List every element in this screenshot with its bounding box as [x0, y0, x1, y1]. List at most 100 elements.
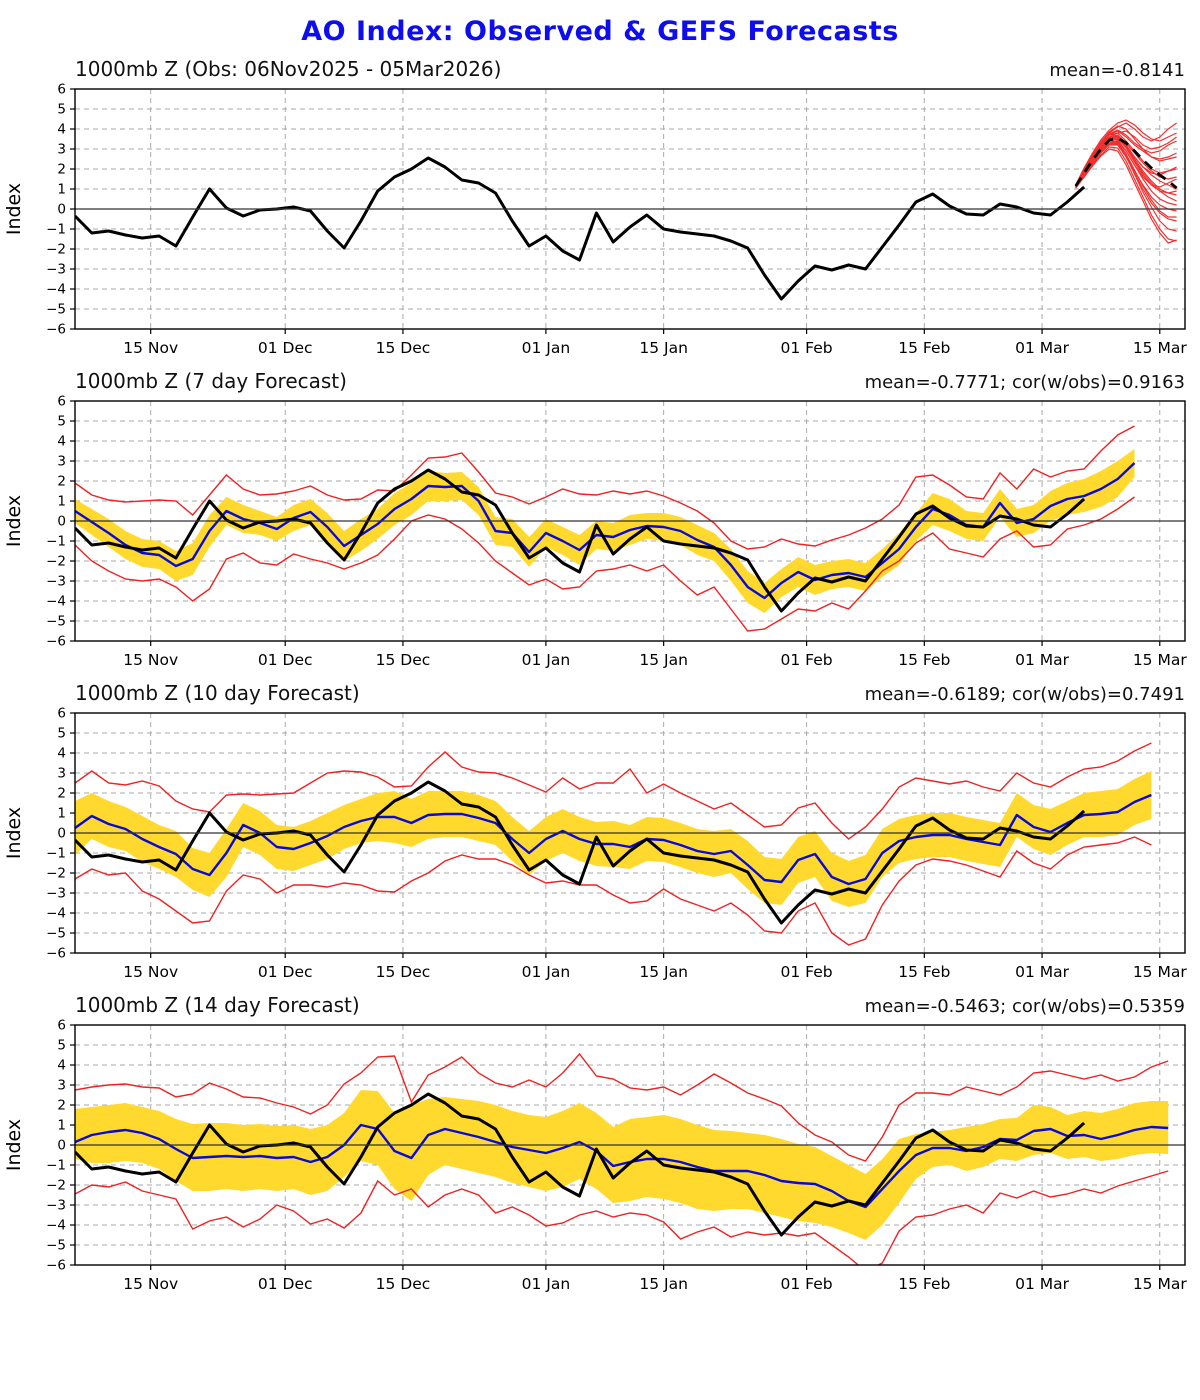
x-tick-label: 01 Mar — [1015, 1275, 1070, 1293]
x-tick-labels: 15 Nov 01 Dec 15 Dec 01 Jan 15 Jan 01 Feb 15 F… — [123, 963, 1187, 981]
x-tick-label: 01 Dec — [258, 339, 313, 357]
y-tick-label: 6 — [57, 1018, 66, 1034]
x-tick-label: 15 Nov — [123, 1275, 178, 1293]
y-tick-label: 2 — [57, 474, 66, 490]
panel-14day-header: 1000mb Z (14 day Forecast) mean=-0.5463;… — [75, 993, 1185, 1017]
x-tick-label: 15 Feb — [898, 651, 950, 669]
14day-forecast-plot: 6 5 4 3 2 1 0 −1 −2 −3 −4 −5 −6 15 Nov 01 Dec 15 Dec 01 … — [3, 1018, 1187, 1294]
y-tick-label: 2 — [57, 1098, 66, 1114]
x-tick-labels: 15 Nov 01 Dec 15 Dec 01 Jan 15 Jan 01 Feb 15 F… — [123, 651, 1187, 669]
y-tick-label: 3 — [57, 1078, 66, 1094]
y-tick-label: −2 — [46, 866, 66, 882]
y-tick-label: −1 — [46, 222, 66, 238]
x-tick-label: 15 Jan — [639, 963, 688, 981]
x-tick-label: 01 Jan — [522, 339, 571, 357]
x-tick-label: 15 Mar — [1133, 651, 1188, 669]
x-tick-label: 01 Feb — [781, 651, 833, 669]
y-tick-label: 5 — [57, 414, 66, 430]
plot-area — [75, 119, 1178, 301]
y-tick-label: −5 — [46, 614, 66, 630]
panel-14day-title: 1000mb Z (14 day Forecast) — [75, 993, 360, 1017]
x-tick-label: 15 Dec — [376, 963, 431, 981]
page-title: AO Index: Observed & GEFS Forecasts — [301, 16, 899, 47]
y-tick-label: −2 — [46, 242, 66, 258]
y-tick-label: 0 — [57, 826, 66, 842]
y-tick-label: 5 — [57, 102, 66, 118]
y-tick-label: 3 — [57, 142, 66, 158]
y-tick-label: 0 — [57, 1138, 66, 1154]
y-axis-label: Index — [3, 183, 25, 235]
envelope-max-line — [75, 742, 1152, 840]
y-tick-label: −3 — [46, 1198, 66, 1214]
y-tick-label: 6 — [57, 394, 66, 410]
y-tick-label: 4 — [57, 746, 66, 762]
x-tick-label: 01 Jan — [522, 651, 571, 669]
envelope-min-line — [75, 836, 1152, 946]
y-tick-label: −1 — [46, 846, 66, 862]
x-tick-label: 01 Jan — [522, 963, 571, 981]
forecast-member-line — [1075, 140, 1177, 188]
y-tick-label: 1 — [57, 1118, 66, 1134]
x-tick-label: 15 Mar — [1133, 963, 1188, 981]
y-tick-label: −2 — [46, 1178, 66, 1194]
plot-area — [75, 742, 1152, 946]
y-tick-label: 5 — [57, 726, 66, 742]
y-axis-label: Index — [3, 1119, 25, 1171]
forecast-member-line — [1075, 146, 1177, 242]
y-tick-label: −1 — [46, 534, 66, 550]
y-tick-label: −3 — [46, 574, 66, 590]
tick-marks — [70, 88, 1161, 334]
y-tick-label: 0 — [57, 202, 66, 218]
y-tick-label: 4 — [57, 434, 66, 450]
forecast-member-line — [1075, 119, 1177, 186]
panel-observed-stats: mean=-0.8141 — [1049, 60, 1185, 81]
x-tick-label: 01 Dec — [258, 963, 313, 981]
forecast-member-line — [1075, 137, 1177, 194]
y-axis-label: Index — [3, 495, 25, 547]
y-tick-label: 4 — [57, 122, 66, 138]
x-tick-label: 01 Mar — [1015, 963, 1070, 981]
y-tick-label: 2 — [57, 786, 66, 802]
forecast-member-line — [1075, 148, 1177, 244]
observed-line — [75, 156, 1086, 301]
panel-10day-title: 1000mb Z (10 day Forecast) — [75, 681, 360, 705]
y-tick-label: 3 — [57, 454, 66, 470]
y-tick-label: 4 — [57, 1058, 66, 1074]
y-tick-labels: 6 5 4 3 2 1 0 −1 −2 −3 −4 −5 −6 — [46, 394, 66, 650]
forecast-mean-dashed-line — [1074, 136, 1178, 190]
panel-14day: 1000mb Z (14 day Forecast) mean=-0.5463;… — [0, 993, 1200, 1295]
x-tick-label: 01 Mar — [1015, 651, 1070, 669]
x-tick-label: 15 Feb — [898, 1275, 950, 1293]
observed-line — [75, 1092, 1086, 1237]
y-tick-label: −6 — [46, 322, 66, 338]
panel-14day-stats: mean=-0.5463; cor(w/obs)=0.5359 — [864, 996, 1185, 1017]
y-tick-label: 5 — [57, 1038, 66, 1054]
y-tick-label: −5 — [46, 302, 66, 318]
tick-marks — [70, 400, 1161, 646]
panel-observed-title: 1000mb Z (Obs: 06Nov2025 - 05Mar2026) — [75, 57, 502, 81]
y-tick-label: −4 — [46, 906, 66, 922]
observed-plot: 6 5 4 3 2 1 0 −1 −2 −3 −4 −5 −6 15 Nov 01 Dec 15 Dec 01 … — [3, 82, 1188, 358]
x-tick-label: 15 Jan — [639, 651, 688, 669]
x-tick-label: 15 Nov — [123, 963, 178, 981]
panel-10day: 1000mb Z (10 day Forecast) mean=-0.6189;… — [0, 681, 1200, 983]
forecast-member-line — [1075, 125, 1177, 186]
y-tick-label: −4 — [46, 594, 66, 610]
x-tick-label: 01 Dec — [258, 1275, 313, 1293]
ensemble-spread-band — [75, 449, 1135, 613]
y-tick-label: −2 — [46, 554, 66, 570]
x-tick-label: 15 Dec — [376, 339, 431, 357]
x-tick-label: 01 Jan — [522, 1275, 571, 1293]
10day-forecast-plot: 6 5 4 3 2 1 0 −1 −2 −3 −4 −5 −6 15 Nov 01 Dec 15 Dec 01 … — [3, 706, 1187, 982]
y-tick-labels: 6 5 4 3 2 1 0 −1 −2 −3 −4 −5 −6 — [46, 82, 66, 338]
panel-7day-title: 1000mb Z (7 day Forecast) — [75, 369, 347, 393]
y-tick-label: −3 — [46, 886, 66, 902]
x-tick-labels: 15 Nov 01 Dec 15 Dec 01 Jan 15 Jan 01 Feb 15 F… — [123, 1275, 1187, 1293]
y-axis-label: Index — [3, 807, 25, 859]
envelope-max-line — [75, 1052, 1169, 1162]
panel-10day-stats: mean=-0.6189; cor(w/obs)=0.7491 — [864, 684, 1185, 705]
forecast-members — [1075, 119, 1177, 244]
y-tick-label: 6 — [57, 706, 66, 722]
x-tick-label: 15 Mar — [1133, 339, 1188, 357]
x-tick-label: 01 Feb — [781, 339, 833, 357]
